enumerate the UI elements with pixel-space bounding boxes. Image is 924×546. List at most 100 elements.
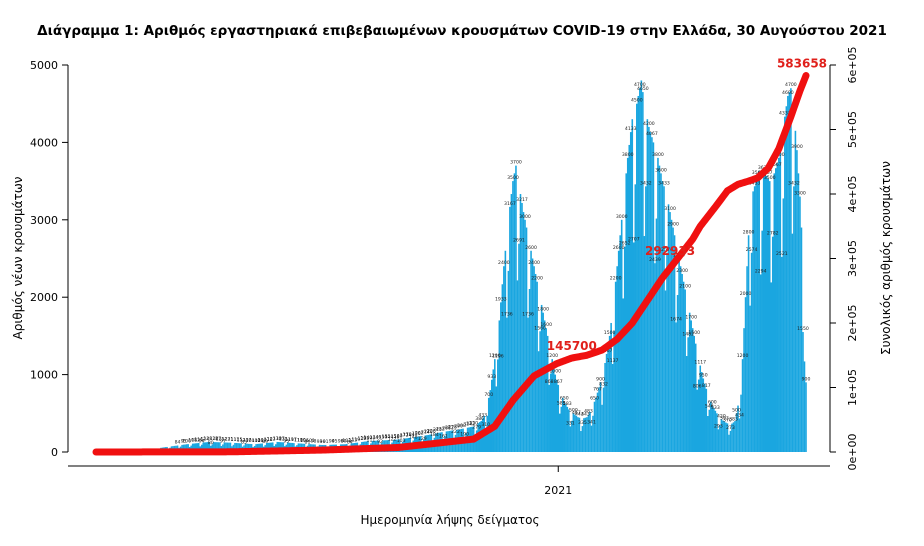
data-label: 84	[175, 440, 181, 446]
data-label: 184	[406, 432, 415, 438]
data-label: 228	[427, 428, 436, 434]
bar	[222, 444, 224, 452]
bar	[626, 157, 629, 452]
bar	[797, 173, 800, 453]
bar	[542, 312, 544, 452]
bar	[685, 356, 688, 452]
data-label: 172	[400, 433, 409, 439]
bar	[519, 194, 522, 452]
bar	[728, 434, 730, 452]
bar	[629, 132, 632, 453]
data-label: 111	[294, 437, 303, 443]
data-label: 310	[481, 422, 490, 428]
bar	[717, 429, 720, 452]
bar	[617, 250, 620, 452]
data-label: 3433	[749, 180, 761, 186]
data-label: 2294	[755, 268, 767, 274]
bar	[672, 227, 674, 452]
bar	[214, 442, 217, 452]
data-label: 1200	[489, 353, 501, 359]
data-label: 1200	[737, 353, 749, 359]
bar	[474, 435, 476, 452]
data-label: 383	[729, 416, 738, 422]
bar	[552, 366, 555, 452]
bar	[633, 242, 635, 452]
data-label: 106	[300, 438, 309, 444]
y-tick-left-label: 5000	[30, 59, 58, 72]
data-label: 533	[711, 405, 720, 411]
bar	[669, 212, 671, 452]
bar	[270, 442, 273, 452]
y-tick-right-label: 6e+05	[846, 47, 859, 84]
data-label: 900	[596, 376, 605, 382]
bar	[762, 170, 765, 452]
data-label: 1736	[501, 312, 513, 318]
data-label: 1500	[688, 330, 700, 336]
bar	[184, 444, 186, 452]
data-label: 84	[347, 440, 353, 446]
bar	[521, 203, 523, 452]
bar	[536, 281, 538, 452]
bar	[640, 80, 643, 452]
bar	[693, 335, 695, 452]
data-label: 600	[708, 400, 717, 406]
data-label: 1550	[797, 326, 809, 332]
data-label: 1000	[549, 369, 561, 375]
bar	[596, 392, 599, 452]
bar	[512, 181, 514, 452]
bar	[187, 444, 189, 452]
y-tick-right-label: 4e+05	[846, 176, 859, 213]
data-label: 483	[584, 409, 593, 415]
bar	[663, 186, 665, 453]
data-label: 222	[451, 429, 460, 435]
bar	[539, 331, 541, 452]
bar	[598, 387, 600, 452]
bar	[734, 421, 736, 452]
data-label: 95	[332, 439, 338, 445]
bar	[196, 443, 198, 452]
bar	[491, 379, 493, 452]
chart-title: Διάγραμμα 1: Αριθμός εργαστηριακά επιβεβ…	[37, 23, 887, 39]
data-label: 650	[560, 396, 569, 402]
bar	[735, 413, 738, 452]
bar	[705, 388, 708, 452]
data-label: 2521	[776, 251, 788, 257]
bar	[761, 230, 763, 452]
cumulative-line-group	[92, 72, 810, 456]
data-label: 4700	[634, 82, 646, 88]
data-label: 161	[439, 434, 448, 440]
bar	[501, 284, 504, 452]
data-label: 3433	[658, 180, 670, 186]
bar	[225, 442, 227, 452]
bar	[545, 328, 547, 452]
bar	[509, 206, 511, 452]
bar	[575, 415, 578, 452]
bar	[637, 95, 640, 453]
y-tick-left-label: 3000	[30, 214, 58, 227]
data-label: 2400	[528, 260, 540, 266]
bar	[673, 235, 676, 452]
bar	[787, 95, 789, 453]
y-tick-right-label: 3e+05	[846, 240, 859, 277]
bar	[639, 88, 641, 452]
bar	[781, 256, 783, 452]
bar	[557, 384, 560, 452]
data-label: 125	[215, 436, 224, 442]
y-tick-left-label: 0	[51, 446, 58, 459]
bar	[282, 442, 285, 452]
bar	[664, 290, 667, 452]
bar	[678, 258, 680, 452]
data-label: 279	[472, 424, 481, 430]
bar	[549, 373, 552, 452]
bar	[528, 289, 531, 452]
data-label: 1600	[540, 322, 552, 328]
data-label: 129	[357, 436, 366, 442]
data-label: 4333	[779, 111, 791, 117]
bar	[592, 415, 594, 452]
data-label: 433	[478, 412, 487, 418]
data-label: 583	[563, 401, 572, 407]
data-label: 3900	[791, 144, 803, 150]
bar	[563, 401, 566, 452]
bar	[551, 359, 553, 452]
bar	[244, 443, 247, 452]
